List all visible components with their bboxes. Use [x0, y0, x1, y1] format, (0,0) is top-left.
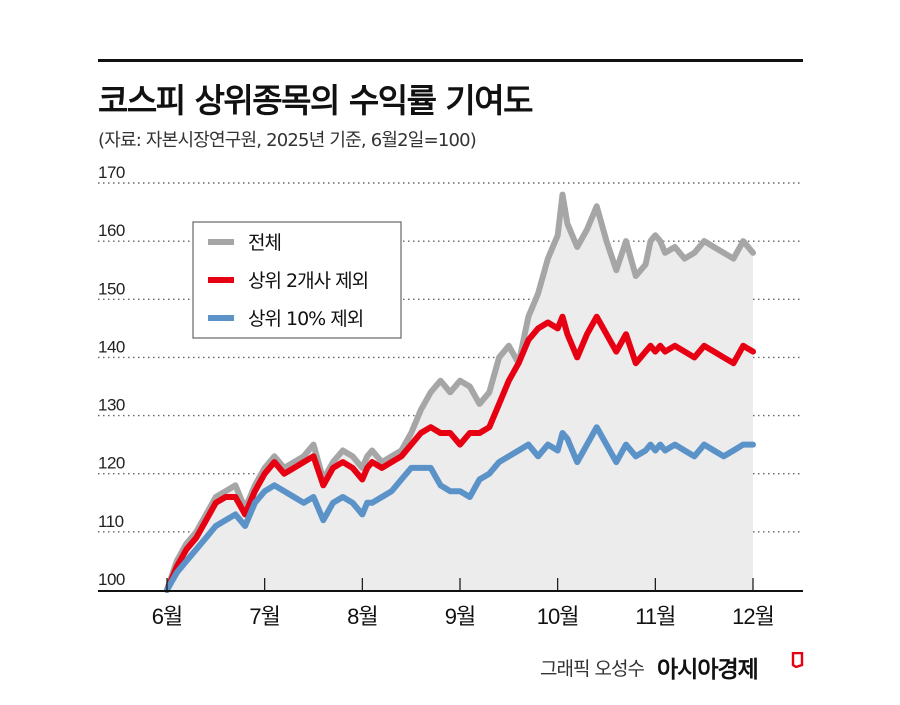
brand-mark-icon — [791, 652, 804, 668]
chart-subtitle: (자료: 자본시장연구원, 2025년 기준, 6월2일=100) — [98, 130, 477, 151]
x-ticks: 6월 7월 8월 9월 10월 11월 12월 — [152, 578, 775, 629]
legend-label: 상위 10% 제외 — [248, 308, 363, 330]
x-tick-label: 11월 — [635, 604, 675, 629]
series-line-excl-top10pct — [164, 424, 756, 593]
x-tick-label: 10월 — [537, 604, 579, 629]
y-tick-label: 110 — [98, 512, 124, 531]
brand-logo: 아시아경제 — [657, 657, 759, 683]
graphic-credit: 그래픽 오성수 — [540, 658, 645, 680]
y-tick-label: 170 — [98, 163, 125, 182]
x-tick-label: 12월 — [732, 604, 774, 629]
x-tick-label: 8월 — [347, 604, 377, 629]
y-tick-label: 150 — [98, 279, 125, 298]
y-tick-label: 100 — [98, 570, 125, 589]
y-tick-label: 140 — [98, 337, 125, 356]
x-tick-label: 6월 — [152, 604, 182, 629]
legend-label: 전체 — [248, 232, 281, 254]
legend-label: 상위 2개사 제외 — [248, 270, 368, 292]
y-tick-labels: 100 110 120 130 140 150 160 170 — [98, 163, 125, 589]
top-rule — [98, 59, 803, 62]
series-line-excl-top2 — [164, 313, 756, 593]
y-tick-label: 130 — [98, 396, 125, 415]
y-tick-label: 160 — [98, 221, 125, 240]
series-lines — [164, 191, 756, 593]
series-line-total — [164, 191, 756, 593]
total-area-fill — [167, 194, 753, 590]
chart-title: 코스피 상위종목의 수익률 기여도 — [98, 81, 534, 120]
x-tick-label: 9월 — [445, 604, 475, 629]
y-tick-label: 120 — [98, 454, 125, 473]
x-tick-label: 7월 — [249, 604, 279, 629]
